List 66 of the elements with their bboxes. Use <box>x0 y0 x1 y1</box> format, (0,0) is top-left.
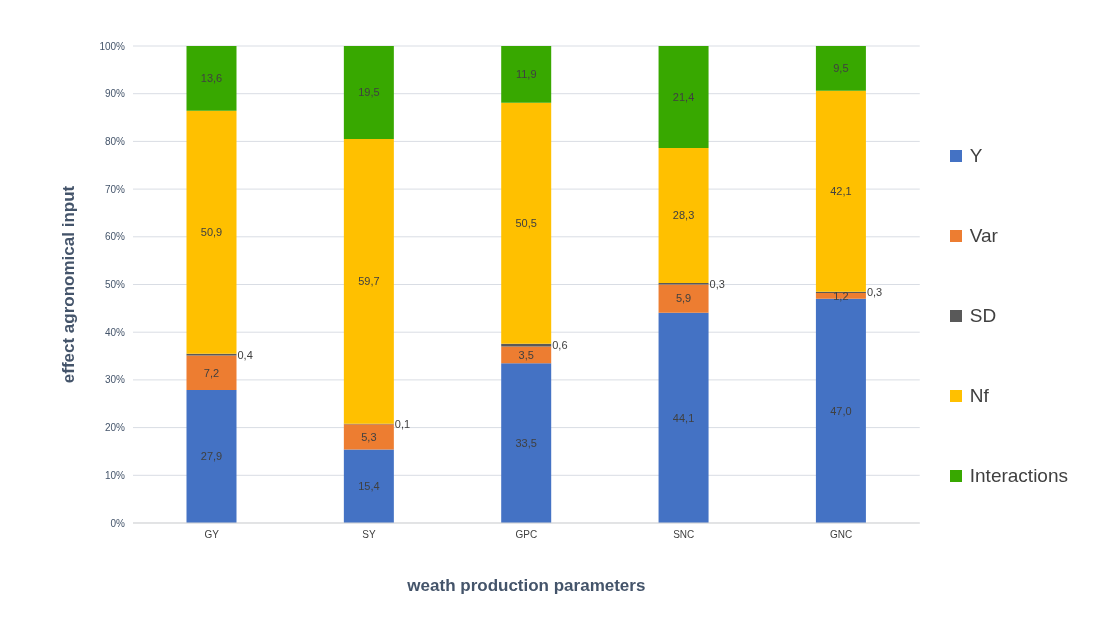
y-axis-title: effect agronomical input <box>59 185 79 384</box>
bar <box>815 46 866 91</box>
bar <box>658 148 709 284</box>
data-label: 5,9 <box>675 292 692 305</box>
bar <box>186 355 237 390</box>
data-label: 19,5 <box>358 86 380 99</box>
bar <box>186 110 237 354</box>
data-label: 1,2 <box>833 289 849 302</box>
x-tick-label: SY <box>362 529 377 541</box>
legend-label: Y <box>969 144 983 167</box>
data-label: 13,6 <box>200 72 223 85</box>
y-tick-label: 30% <box>104 374 126 386</box>
y-tick-label: 100% <box>99 40 126 52</box>
data-label: 9,5 <box>833 62 849 75</box>
bar <box>343 46 394 140</box>
data-label: 28,3 <box>672 209 695 222</box>
legend-label: Var <box>969 224 998 247</box>
data-label: 0,3 <box>709 277 725 290</box>
bar <box>658 46 709 149</box>
y-tick-label: 90% <box>104 88 126 100</box>
bar <box>186 46 237 111</box>
bar <box>501 363 552 523</box>
data-label: 50,9 <box>200 226 223 239</box>
data-label: 59,7 <box>358 275 380 288</box>
y-tick-label: 40% <box>104 326 126 338</box>
bar <box>343 424 394 450</box>
data-label: 15,4 <box>358 480 380 493</box>
x-tick-label: SNC <box>673 529 695 541</box>
bar <box>501 102 552 344</box>
bar <box>501 46 552 103</box>
legend-label: Interactions <box>969 464 1068 487</box>
bar <box>186 389 237 523</box>
x-tick-label: GY <box>204 529 220 541</box>
bar <box>343 139 394 424</box>
data-label: 27,9 <box>200 450 223 463</box>
data-label: 7,2 <box>203 366 220 379</box>
data-label: 5,3 <box>361 430 377 443</box>
data-label: 0,3 <box>866 286 883 299</box>
data-label: 47,0 <box>830 404 852 417</box>
data-label: 0,6 <box>552 338 568 351</box>
data-label: 3,5 <box>518 348 534 361</box>
data-label: 0,4 <box>237 348 253 361</box>
data-label: 11,9 <box>515 68 537 81</box>
legend-label: Nf <box>969 384 989 407</box>
bar <box>501 343 552 347</box>
bar <box>658 284 709 313</box>
x-tick-label: GNC <box>829 529 853 541</box>
data-label: 21,4 <box>672 90 695 103</box>
data-label: 42,1 <box>830 185 852 198</box>
y-tick-label: 50% <box>104 279 126 291</box>
y-tick-label: 80% <box>104 135 126 147</box>
legend-label: SD <box>969 304 997 327</box>
y-tick-label: 20% <box>104 422 126 434</box>
bar <box>343 449 394 523</box>
y-tick-label: 10% <box>104 469 126 481</box>
bar <box>815 90 866 292</box>
y-tick-label: 70% <box>104 183 126 195</box>
y-tick-label: 0% <box>110 517 126 529</box>
x-tick-label: GPC <box>515 529 538 541</box>
y-tick-label: 60% <box>104 231 126 243</box>
bar <box>658 312 709 523</box>
data-label: 50,5 <box>515 217 537 230</box>
data-label: 0,1 <box>394 417 411 430</box>
data-label: 33,5 <box>515 437 537 450</box>
x-axis-title: weath production parameters <box>406 576 646 595</box>
data-label: 44,1 <box>672 411 695 424</box>
